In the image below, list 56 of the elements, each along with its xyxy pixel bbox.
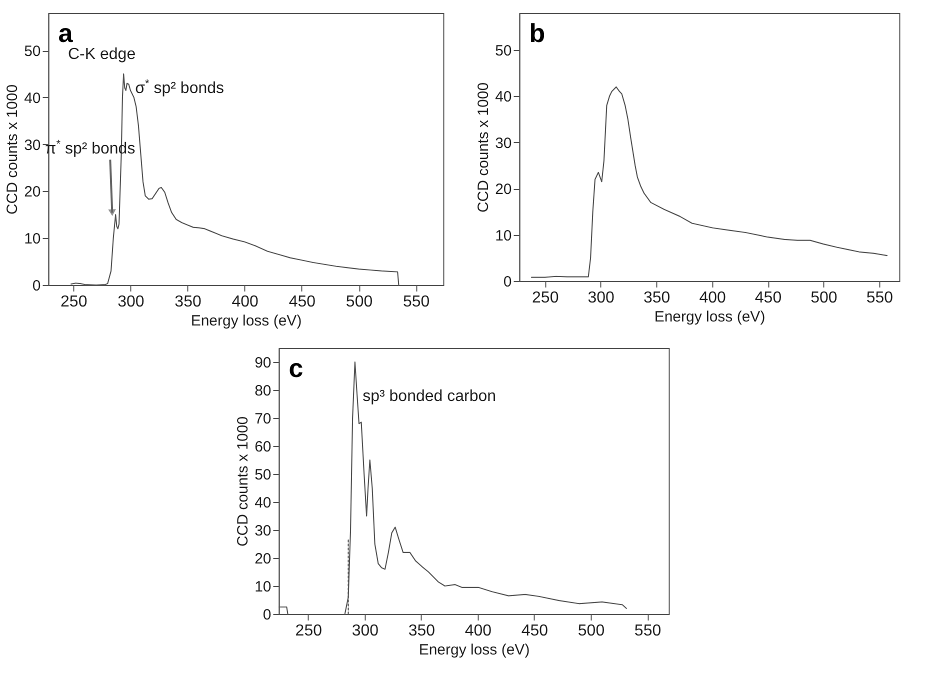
annotation: sp³ bonded carbon bbox=[362, 388, 496, 405]
annotation: C-K edge bbox=[68, 46, 136, 63]
y-axis-title: CCD counts x 1000 bbox=[234, 416, 252, 547]
y-tick-label: 20 bbox=[254, 550, 272, 568]
chart-title: b bbox=[529, 18, 546, 48]
x-tick-label: 500 bbox=[346, 294, 373, 310]
x-tick-label: 250 bbox=[295, 622, 322, 640]
x-tick-label: 400 bbox=[464, 622, 492, 640]
y-tick-label: 40 bbox=[24, 90, 41, 107]
x-tick-label: 300 bbox=[352, 622, 379, 640]
x-tick-label: 450 bbox=[754, 290, 782, 306]
y-tick-label: 90 bbox=[254, 354, 272, 372]
y-tick-label: 0 bbox=[503, 274, 512, 290]
y-tick-label: 50 bbox=[254, 466, 272, 484]
y-tick-label: 60 bbox=[254, 438, 272, 456]
y-tick-label: 40 bbox=[495, 88, 512, 106]
y-tick-label: 30 bbox=[24, 136, 41, 154]
x-tick-label: 350 bbox=[408, 622, 436, 640]
x-axis-title: Energy loss (eV) bbox=[654, 308, 766, 326]
y-axis-title: CCD counts x 1000 bbox=[475, 82, 492, 213]
x-tick-label: 550 bbox=[866, 290, 894, 306]
y-axis-title: CCD counts x 1000 bbox=[4, 84, 22, 215]
chart-title: a bbox=[58, 18, 74, 48]
y-tick-label: 10 bbox=[24, 230, 41, 248]
x-tick-label: 400 bbox=[699, 290, 726, 306]
y-tick-label: 30 bbox=[495, 134, 512, 152]
y-tick-label: 20 bbox=[495, 181, 512, 198]
x-tick-label: 350 bbox=[643, 290, 670, 306]
x-axis-title: Energy loss (eV) bbox=[190, 312, 302, 330]
x-tick-label: 400 bbox=[232, 294, 259, 310]
x-tick-label: 500 bbox=[810, 290, 838, 306]
y-tick-label: 40 bbox=[254, 494, 272, 512]
y-tick-label: 50 bbox=[24, 43, 41, 60]
annotation: σ$^{*}$ sp² bonds bbox=[135, 78, 224, 97]
line-series bbox=[530, 86, 888, 278]
y-tick-label: 10 bbox=[254, 578, 272, 596]
x-tick-label: 300 bbox=[118, 294, 144, 310]
y-tick-label: 80 bbox=[254, 382, 272, 400]
x-tick-label: 550 bbox=[634, 622, 662, 640]
y-tick-label: 70 bbox=[254, 410, 272, 428]
x-tick-label: 350 bbox=[174, 294, 202, 310]
x-tick-label: 550 bbox=[403, 294, 430, 310]
y-tick-label: 10 bbox=[495, 227, 512, 244]
y-tick-label: 0 bbox=[32, 278, 41, 294]
chart-title: c bbox=[288, 353, 304, 383]
x-tick-label: 250 bbox=[60, 294, 88, 310]
x-tick-label: 450 bbox=[521, 622, 548, 640]
x-tick-label: 250 bbox=[532, 290, 559, 306]
y-tick-label: 50 bbox=[495, 42, 512, 60]
y-tick-label: 0 bbox=[262, 606, 272, 624]
x-tick-label: 450 bbox=[288, 294, 316, 310]
x-axis-title: Energy loss (eV) bbox=[418, 642, 530, 658]
y-tick-label: 20 bbox=[24, 184, 41, 201]
y-tick-label: 30 bbox=[254, 522, 272, 540]
x-tick-label: 500 bbox=[578, 622, 605, 640]
x-tick-label: 300 bbox=[588, 290, 615, 306]
